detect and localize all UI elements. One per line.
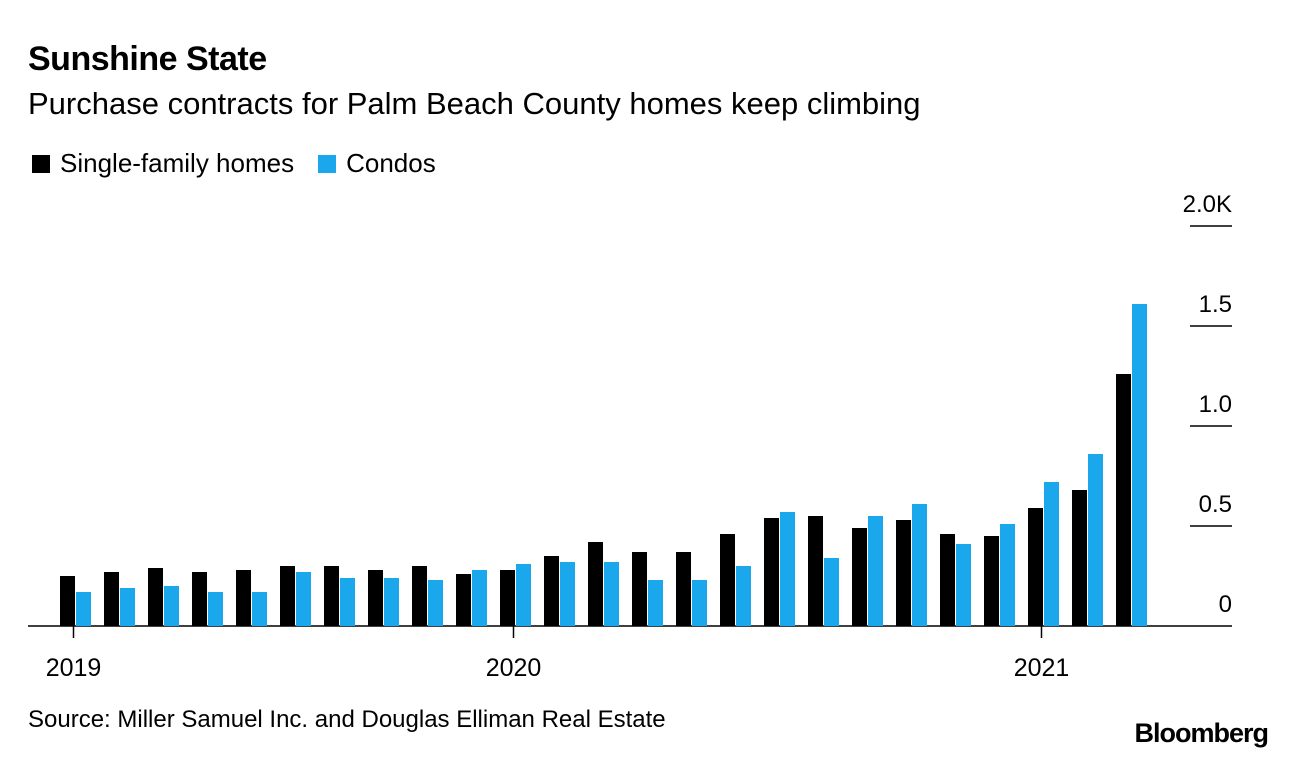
chart-subtitle: Purchase contracts for Palm Beach County… xyxy=(28,86,921,121)
legend: Single-family homes Condos xyxy=(32,148,460,179)
bar-condos xyxy=(824,558,839,626)
bar-condos xyxy=(164,586,179,626)
bar-condos xyxy=(516,564,531,626)
bar-single-family xyxy=(676,552,691,626)
bar-condos xyxy=(208,592,223,626)
bar-condos xyxy=(1088,454,1103,626)
bar-condos xyxy=(76,592,91,626)
bar-single-family xyxy=(456,574,471,626)
bar-single-family xyxy=(940,534,955,626)
bar-condos xyxy=(648,580,663,626)
bar-condos xyxy=(604,562,619,626)
bar-single-family xyxy=(1072,490,1087,626)
bar-condos xyxy=(780,512,795,626)
bar-single-family xyxy=(720,534,735,626)
bar-single-family xyxy=(808,516,823,626)
bar-single-family xyxy=(852,528,867,626)
bar-condos xyxy=(384,578,399,626)
bar-condos xyxy=(692,580,707,626)
bar-condos xyxy=(868,516,883,626)
x-tick-label: 2021 xyxy=(1014,654,1070,682)
bar-condos xyxy=(736,566,751,626)
bar-single-family xyxy=(1028,508,1043,626)
source-note: Source: Miller Samuel Inc. and Douglas E… xyxy=(28,706,666,733)
chart-title: Sunshine State xyxy=(28,40,267,78)
bar-single-family xyxy=(1116,374,1131,626)
legend-swatch-condos xyxy=(318,154,337,173)
bar-single-family xyxy=(192,572,207,626)
bar-condos xyxy=(560,562,575,626)
bar-single-family xyxy=(632,552,647,626)
bar-condos xyxy=(340,578,355,626)
legend-item-condos: Condos xyxy=(318,148,436,179)
legend-swatch-single-family xyxy=(32,154,50,173)
y-tick-label: 2.0K xyxy=(1183,191,1232,218)
bar-condos xyxy=(472,570,487,626)
y-tick-label: 0.5 xyxy=(1199,491,1232,518)
bar-condos xyxy=(120,588,135,626)
bar-condos xyxy=(1000,524,1015,626)
bar-single-family xyxy=(896,520,911,626)
bar-single-family xyxy=(544,556,559,626)
bar-single-family xyxy=(324,566,339,626)
y-tick-label: 1.5 xyxy=(1199,291,1232,318)
y-tick-label: 0 xyxy=(1219,591,1232,618)
bar-single-family xyxy=(412,566,427,626)
legend-label-condos: Condos xyxy=(346,148,436,178)
legend-label-single-family: Single-family homes xyxy=(60,148,295,178)
bar-condos xyxy=(956,544,971,626)
bar-single-family xyxy=(984,536,999,626)
bar-single-family xyxy=(368,570,383,626)
bar-single-family xyxy=(588,542,603,626)
bar-condos xyxy=(1132,304,1147,626)
legend-item-single-family: Single-family homes xyxy=(32,148,294,179)
bar-single-family xyxy=(148,568,163,626)
bar-single-family xyxy=(500,570,515,626)
bar-condos xyxy=(1044,482,1059,626)
y-tick-label: 1.0 xyxy=(1199,391,1232,418)
bar-single-family xyxy=(60,576,75,626)
bar-single-family xyxy=(236,570,251,626)
bar-single-family xyxy=(104,572,119,626)
bloomberg-logo: Bloomberg xyxy=(1134,718,1269,748)
bar-condos xyxy=(296,572,311,626)
bar-single-family xyxy=(280,566,295,626)
bar-condos xyxy=(428,580,443,626)
x-tick-label: 2020 xyxy=(486,654,542,682)
bar-condos xyxy=(912,504,927,626)
bar-condos xyxy=(252,592,267,626)
x-tick-label: 2019 xyxy=(46,654,102,682)
bar-single-family xyxy=(764,518,779,626)
